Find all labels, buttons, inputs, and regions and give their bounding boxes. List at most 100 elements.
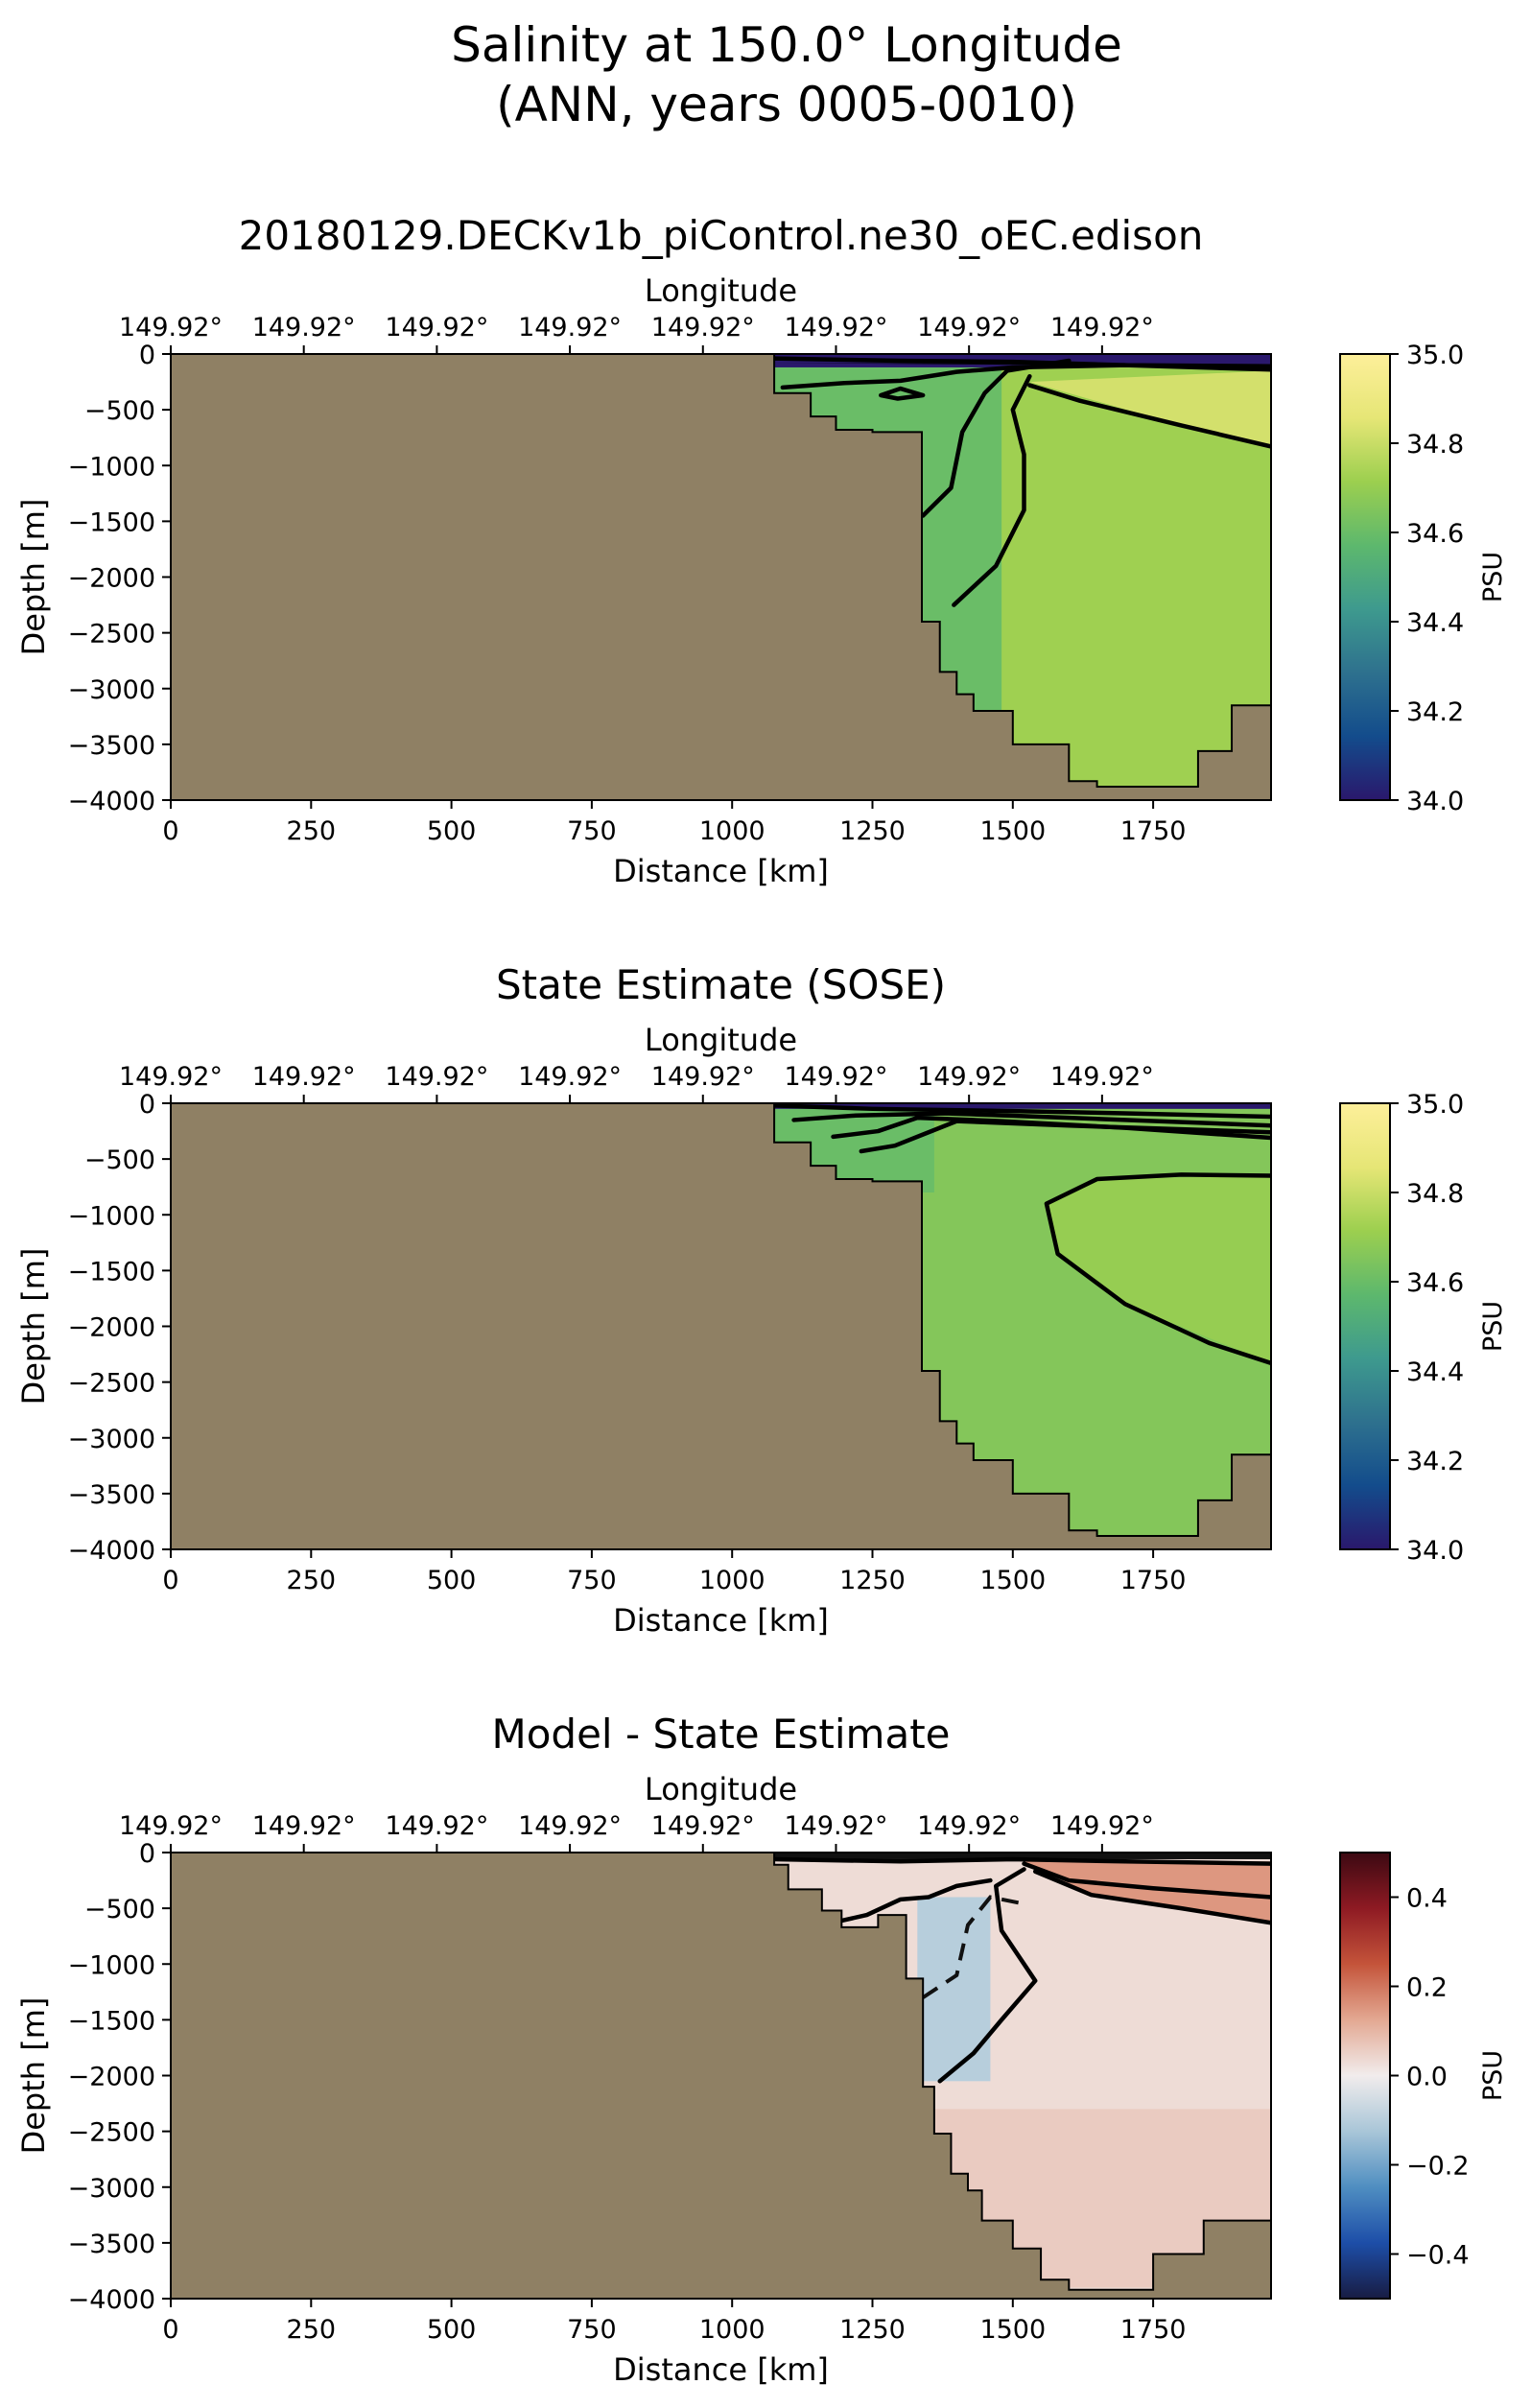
panel-title: 20180129.DECKv1b_piControl.ne30_oEC.edis… (239, 212, 1204, 259)
x-tick-label: 500 (427, 816, 477, 846)
contour-upper-east (1027, 383, 1271, 449)
top-tick-label: 149.92° (1050, 1811, 1154, 1841)
x-tick-label: 1250 (839, 816, 906, 846)
contour-west-shelf (780, 363, 1271, 390)
colorbar-tick-label: 34.2 (1406, 697, 1464, 727)
top-tick-label: 149.92° (252, 313, 356, 342)
x-tick-label: 500 (427, 2315, 477, 2345)
top-tick-label: 149.92° (119, 1811, 223, 1841)
top-tick-label: 149.92° (784, 1062, 887, 1092)
colorbar-tick-label: 0.0 (1406, 2063, 1448, 2092)
x-tick-label: 750 (567, 816, 617, 846)
top-tick-label: 149.92° (385, 1062, 488, 1092)
y-tick-label: −2500 (68, 2118, 155, 2148)
colorbar-label: PSU (1478, 2050, 1508, 2101)
contour-east-upper-2 (1032, 1869, 1271, 1925)
top-tick-label: 149.92° (651, 1811, 755, 1841)
x-tick-label: 1750 (1120, 1566, 1187, 1595)
top-tick-label: 149.92° (518, 1062, 622, 1092)
ocean-field (774, 354, 1271, 788)
top-axis-label: Longitude (645, 1771, 797, 1807)
colorbar-label: PSU (1478, 552, 1508, 602)
contour-surface (774, 1856, 1271, 1866)
x-tick-label: 1000 (699, 1566, 766, 1595)
top-tick-label: 149.92° (917, 1811, 1021, 1841)
x-axis-label: Distance [km] (613, 853, 829, 889)
colorbar-tick-label: 0.4 (1406, 1884, 1448, 1914)
x-tick-label: 0 (162, 816, 178, 846)
x-tick-label: 1000 (699, 2315, 766, 2345)
colorbar-tick-label: 34.8 (1406, 1179, 1464, 1209)
ocean-outline (773, 1102, 1272, 1538)
contour-loop (879, 386, 926, 401)
x-axis-label: Distance [km] (613, 1602, 829, 1639)
x-tick-label: 1500 (979, 816, 1046, 846)
top-tick-label: 149.92° (119, 313, 223, 342)
ocean-outline (773, 353, 1272, 789)
top-tick-label: 149.92° (252, 1811, 356, 1841)
y-tick-label: −3000 (68, 1425, 155, 1454)
panel-1: 0 250 500 750 1000 1250 1500 1750 Distance [km] 1… (15, 212, 1508, 889)
contour-negative (922, 1895, 1020, 1999)
panel-3: 0 250 500 750 1000 1250 1500 1750 Distance [km] 1… (15, 1711, 1508, 2388)
y-tick-label: −1500 (68, 2006, 155, 2036)
panels: 0 250 500 750 1000 1250 1500 1750 Distance [km] 1… (15, 212, 1508, 2388)
y-tick-label: −1000 (68, 452, 155, 482)
colorbar-tick-label: 34.0 (1406, 1536, 1464, 1566)
field-surface (774, 1853, 1271, 1859)
colorbar-tick-label: 34.6 (1406, 519, 1464, 549)
top-tick-label: 149.92° (518, 1811, 622, 1841)
y-tick-label: −4000 (68, 1536, 155, 1566)
contour-spine (937, 1867, 1038, 2084)
figure-title-line2: (ANN, years 0005-0010) (496, 77, 1077, 132)
top-tick-label: 149.92° (917, 313, 1021, 342)
top-tick-label: 149.92° (917, 1062, 1021, 1092)
colorbar-tick-label: 34.4 (1406, 608, 1464, 638)
x-tick-label: 1500 (979, 2315, 1046, 2345)
x-tick-label: 250 (287, 1566, 337, 1595)
x-tick-label: 1750 (1120, 2315, 1187, 2345)
x-tick-label: 1250 (839, 2315, 906, 2345)
top-tick-label: 149.92° (385, 313, 488, 342)
top-tick-label: 149.92° (784, 1811, 887, 1841)
colorbar-tick-label: −0.2 (1406, 2152, 1470, 2182)
x-tick-label: 250 (287, 2315, 337, 2345)
colorbar-tick-label: 34.0 (1406, 787, 1464, 816)
y-tick-label: 0 (139, 341, 155, 370)
y-tick-label: −500 (84, 396, 155, 426)
x-tick-label: 1750 (1120, 816, 1187, 846)
top-tick-label: 149.92° (385, 1811, 488, 1841)
y-tick-label: −1000 (68, 1201, 155, 1231)
top-tick-label: 149.92° (518, 313, 622, 342)
panel-2: 0 250 500 750 1000 1250 1500 1750 Distance [km] 1… (15, 961, 1508, 1639)
panel-title: State Estimate (SOSE) (496, 961, 946, 1008)
y-tick-label: −2000 (68, 2063, 155, 2092)
panel-title: Model - State Estimate (492, 1711, 951, 1758)
x-tick-label: 1000 (699, 816, 766, 846)
top-axis-label: Longitude (645, 272, 797, 309)
y-axis-label: Depth [m] (15, 1997, 52, 2155)
x-tick-label: 0 (162, 1566, 178, 1595)
field-west-slope (917, 1897, 991, 2082)
y-tick-label: −3000 (68, 2174, 155, 2204)
y-tick-label: −4000 (68, 787, 155, 816)
colorbar (1339, 1102, 1391, 1550)
ocean-outline (773, 1852, 1272, 2291)
colorbar-tick-label: 0.2 (1406, 1973, 1448, 2003)
contour-east-upper-1 (1022, 1861, 1271, 1900)
x-tick-label: 250 (287, 816, 337, 846)
y-tick-label: −1500 (68, 508, 155, 537)
top-tick-label: 149.92° (784, 313, 887, 342)
y-axis-label: Depth [m] (15, 1248, 52, 1405)
contour-surface (774, 1103, 1271, 1120)
figure-title-line1: Salinity at 150.0° Longitude (451, 17, 1122, 73)
x-tick-label: 1250 (839, 1566, 906, 1595)
contour-west (819, 1877, 993, 1927)
x-tick-label: 0 (162, 2315, 178, 2345)
top-tick-label: 149.92° (252, 1062, 356, 1092)
x-tick-label: 750 (567, 1566, 617, 1595)
top-tick-label: 149.92° (651, 1062, 755, 1092)
x-tick-label: 500 (427, 1566, 477, 1595)
colorbar (1339, 353, 1391, 801)
colorbar-tick-label: 34.4 (1406, 1357, 1464, 1387)
